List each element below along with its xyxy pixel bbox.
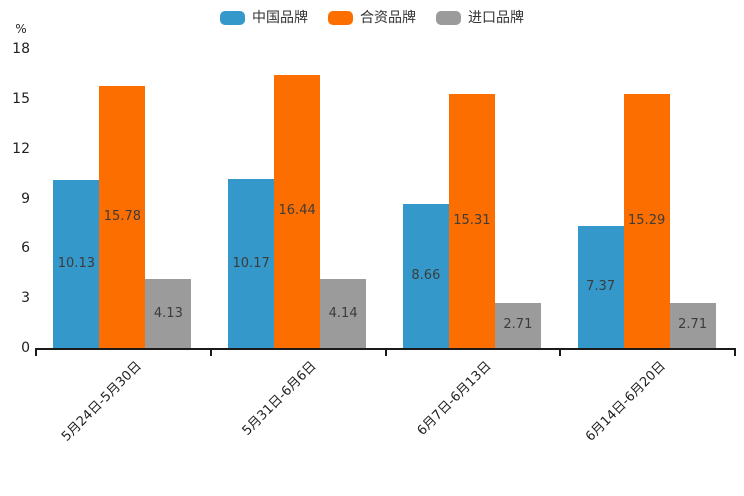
legend-item-label: 合资品牌 <box>360 10 416 26</box>
x-axis-tick <box>384 348 387 356</box>
y-axis-tick-label: 0 <box>21 340 30 356</box>
bar-value-label: 8.66 <box>411 268 441 284</box>
y-axis-tick-label: 3 <box>21 290 30 307</box>
bar-value-label: 7.37 <box>586 278 616 294</box>
bar-中国品牌-1[interactable]: 10.17 <box>228 179 275 348</box>
bar-value-label: 15.31 <box>453 212 491 228</box>
bar-中国品牌-3[interactable]: 7.37 <box>577 225 624 348</box>
x-axis-tick <box>209 348 212 356</box>
y-axis-tick-label: 15 <box>12 90 30 107</box>
legend-item-label: 进口品牌 <box>468 10 524 26</box>
legend-item-1[interactable]: 合资品牌 <box>328 8 416 28</box>
x-axis-category-label: 5月31日-6月6日 <box>239 358 320 439</box>
y-axis-tick-label: 18 <box>12 41 30 57</box>
bar-value-label: 4.14 <box>328 305 358 321</box>
x-axis-category-label: 6月7日-6月13日 <box>414 358 495 439</box>
y-axis-tick-label: 12 <box>12 140 30 157</box>
bar-进口品牌-1[interactable]: 4.14 <box>320 279 367 348</box>
bar-value-label: 2.71 <box>503 317 533 333</box>
legend-item-0[interactable]: 中国品牌 <box>220 8 308 28</box>
bar-value-label: 4.13 <box>153 305 183 321</box>
x-axis-category-label: 6月14日-6月20日 <box>583 358 670 445</box>
legend-swatch-icon <box>328 11 353 25</box>
legend: 中国品牌 合资品牌 进口品牌 <box>0 8 744 28</box>
legend-swatch-icon <box>220 11 245 25</box>
bar-合资品牌-1[interactable]: 16.44 <box>274 74 321 348</box>
legend-item-2[interactable]: 进口品牌 <box>436 8 524 28</box>
bar-合资品牌-3[interactable]: 15.29 <box>623 94 670 348</box>
legend-swatch-icon <box>436 11 461 25</box>
bar-value-label: 2.71 <box>678 317 708 333</box>
y-axis-tick-label: 6 <box>21 240 30 257</box>
x-axis-tick <box>35 348 37 356</box>
bar-合资品牌-2[interactable]: 15.31 <box>448 93 495 348</box>
bar-value-label: 15.29 <box>628 213 666 228</box>
bar-进口品牌-3[interactable]: 2.71 <box>669 302 716 348</box>
bar-value-label: 10.13 <box>57 255 95 271</box>
bar-进口品牌-0[interactable]: 4.13 <box>145 279 192 348</box>
bar-合资品牌-0[interactable]: 15.78 <box>99 85 146 348</box>
bar-value-label: 15.78 <box>103 208 141 224</box>
bar-进口品牌-2[interactable]: 2.71 <box>494 302 541 348</box>
x-axis-tick <box>734 348 736 356</box>
x-axis-tick <box>559 348 562 356</box>
bar-中国品牌-0[interactable]: 10.13 <box>53 179 100 348</box>
legend-item-label: 中国品牌 <box>252 10 308 26</box>
bar-value-label: 16.44 <box>278 203 316 219</box>
x-axis-category-label: 5月24日-5月30日 <box>59 358 145 445</box>
bar-value-label: 10.17 <box>232 255 270 271</box>
bar-中国品牌-2[interactable]: 8.66 <box>402 204 449 348</box>
y-axis-unit-label: % <box>15 22 27 36</box>
y-axis-tick-label: 9 <box>21 190 30 207</box>
